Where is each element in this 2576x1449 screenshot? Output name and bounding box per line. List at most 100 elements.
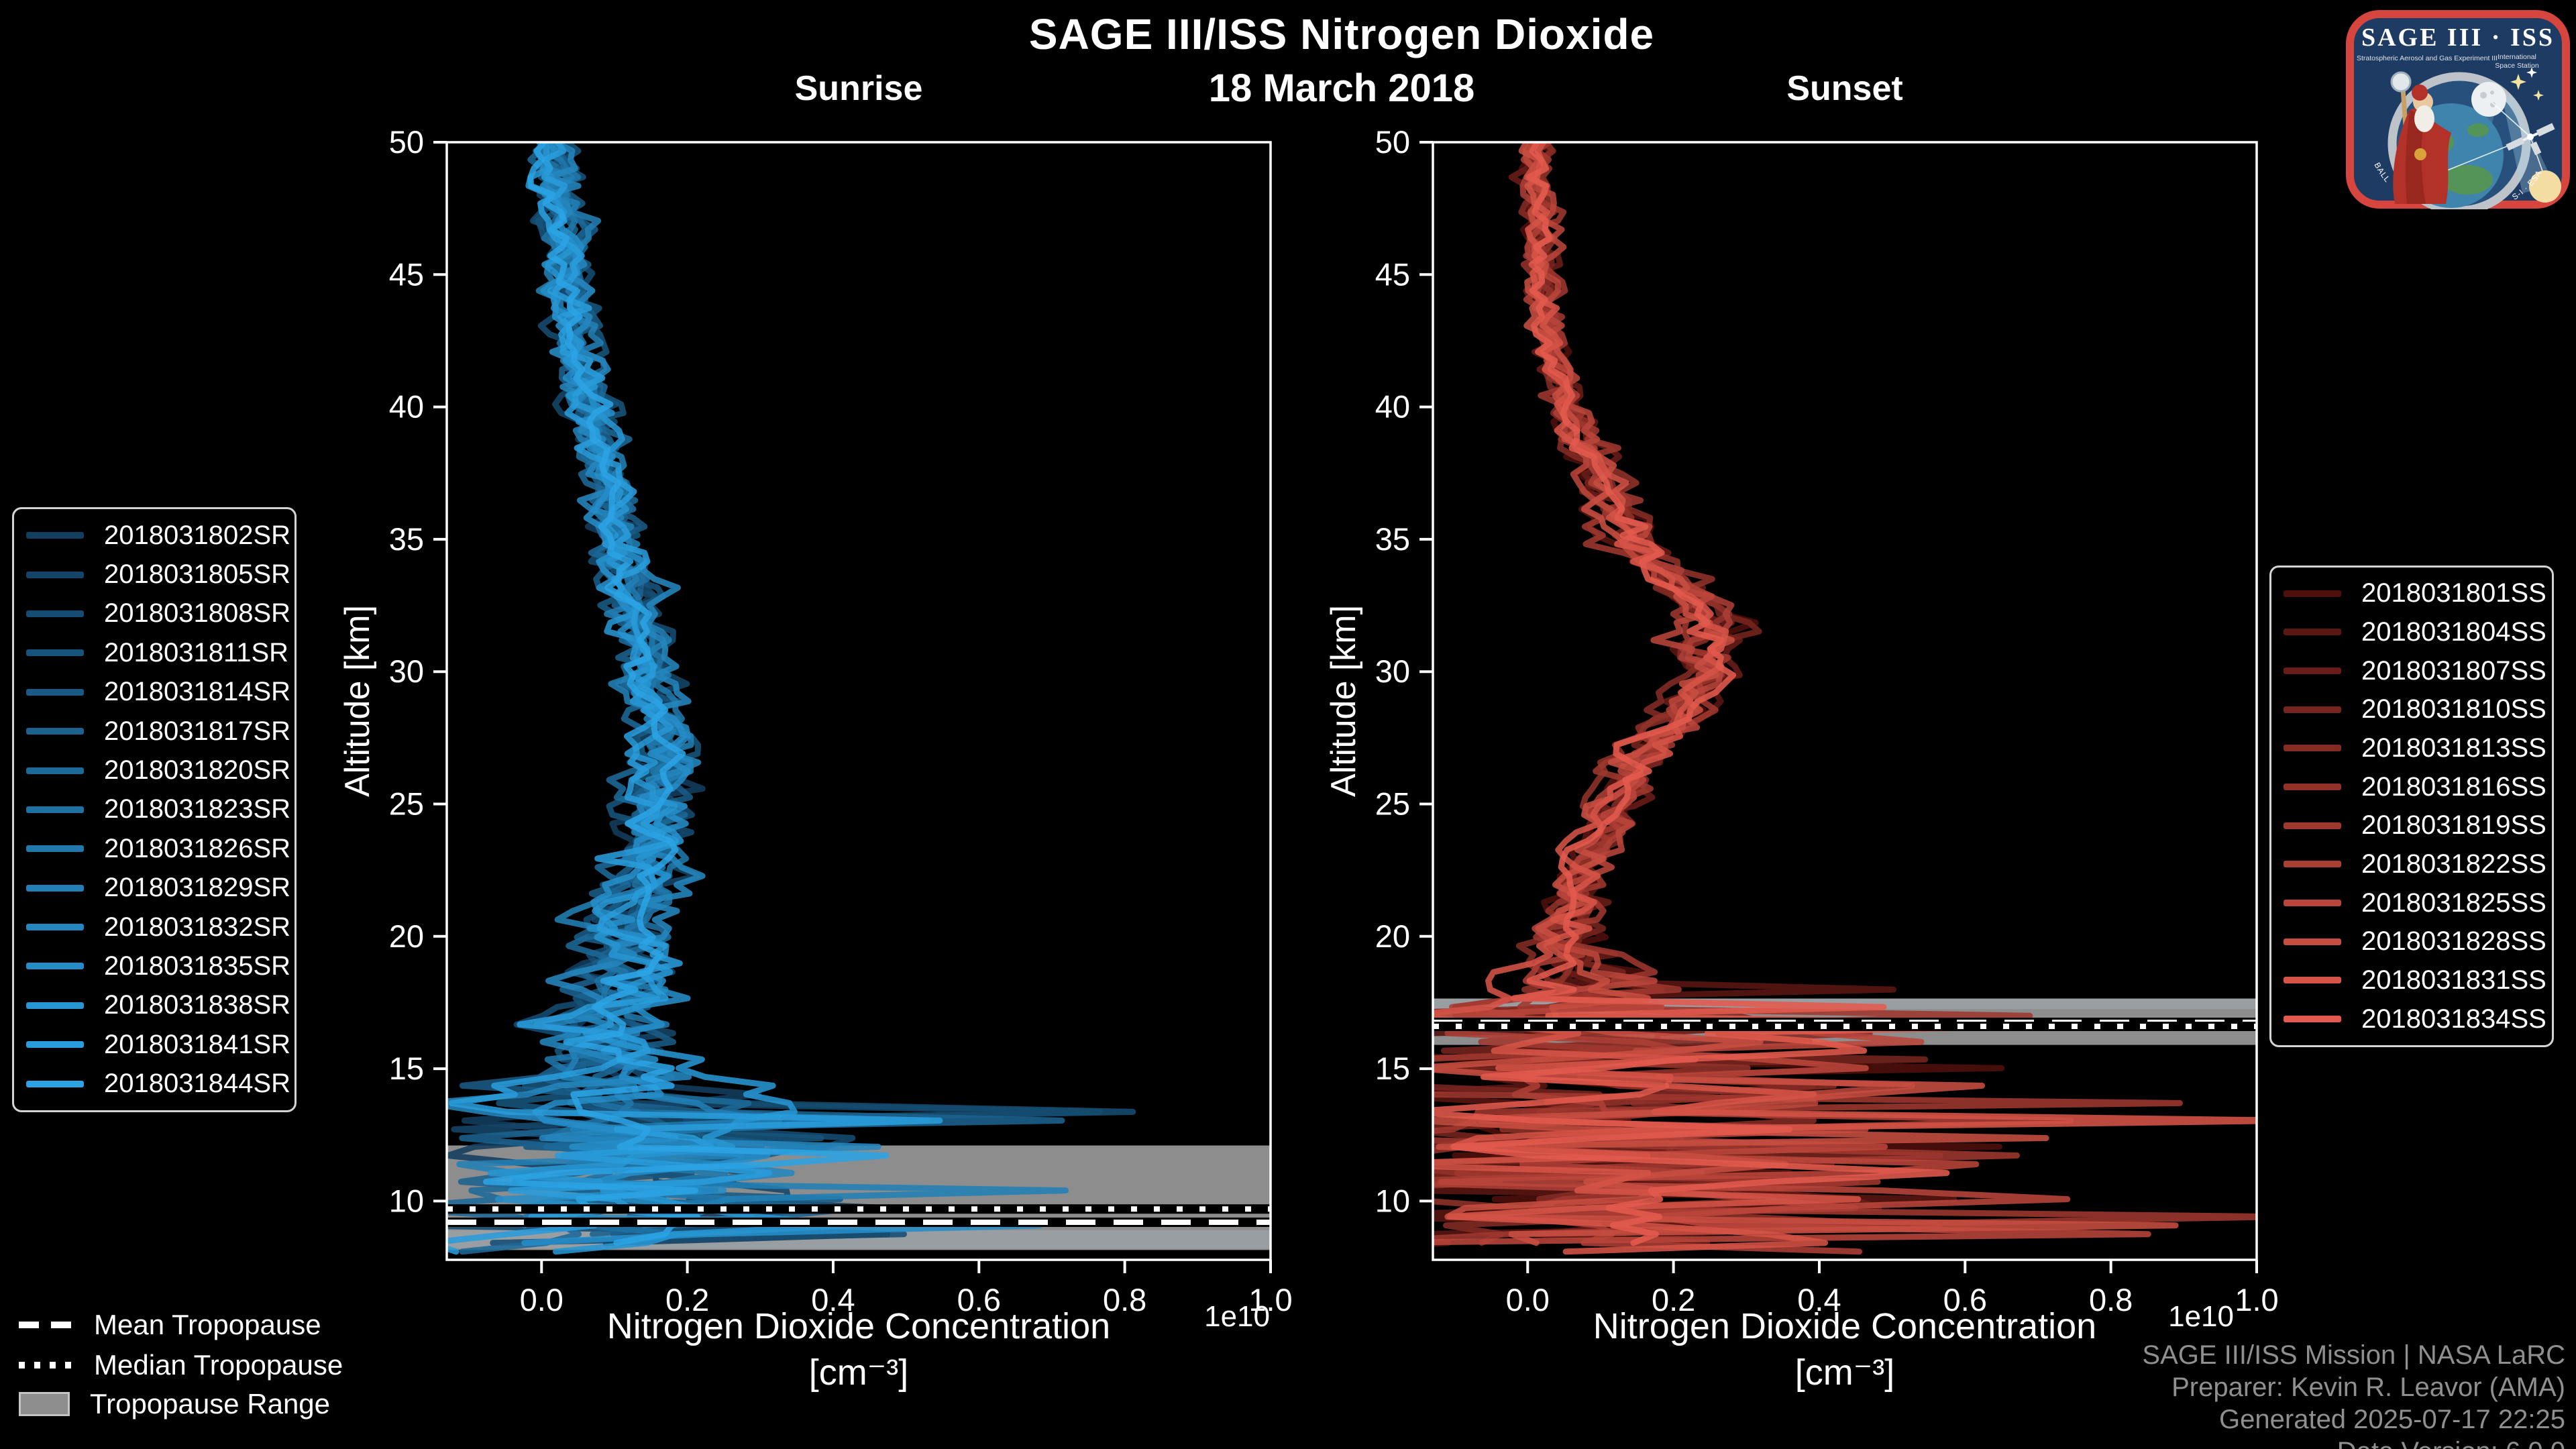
panel-sunrise: 50 45 40 35 30 25 20 15 10 0.0 0.2 0.4 0.6 0.8 1.0 — [389, 124, 1293, 1318]
wizard-beard — [2414, 105, 2434, 132]
sun — [2529, 170, 2561, 203]
patch-subtitle-right-2: Space Station — [2495, 62, 2539, 70]
x-axis-offset-left: 1e10 — [1204, 1300, 1270, 1333]
figure-title: SAGE III/ISS Nitrogen Dioxide — [1028, 10, 1655, 58]
y-tick-label: 15 — [1375, 1051, 1410, 1086]
legend-label: 2018031801SS — [2361, 578, 2546, 608]
x-tick-label: 1.0 — [1248, 1282, 1292, 1318]
legend-item-mean-tropopause: Mean Tropopause — [19, 1309, 321, 1340]
legend-label: 2018031802SR — [104, 520, 291, 550]
y-tick-label: 40 — [389, 389, 424, 425]
legend-line-swatch — [26, 963, 84, 970]
credit-generated: Generated 2025-07-17 22:25 — [2219, 1405, 2565, 1434]
y-tick-label: 20 — [389, 918, 424, 954]
moon-crater-1 — [2480, 92, 2487, 99]
x-tick-label: 0.2 — [665, 1282, 709, 1318]
legend-item: 2018031813SS — [2284, 733, 2546, 763]
legend-line-swatch — [2284, 822, 2341, 829]
x-tick-label: 0.4 — [1797, 1282, 1841, 1318]
legend-label: 2018031832SR — [104, 912, 291, 942]
legend-label: 2018031834SS — [2361, 1004, 2546, 1034]
y-tick-label: 30 — [1375, 653, 1410, 689]
x-axis-label-right: Nitrogen Dioxide Concentration — [1593, 1306, 2097, 1346]
panel-title-sunrise: Sunrise — [794, 69, 923, 108]
legend-line-swatch — [26, 728, 84, 735]
y-tick-label: 10 — [1375, 1183, 1410, 1218]
legend-label: 2018031807SS — [2361, 655, 2546, 686]
legend-item: 2018031825SS — [2284, 888, 2546, 918]
legend-sunset: 2018031801SS 2018031804SS 2018031807SS 2018… — [2269, 566, 2554, 1047]
y-tick-label: 45 — [1375, 256, 1410, 292]
legend-line-swatch — [2284, 1016, 2341, 1023]
legend-item: 2018031811SR — [26, 638, 288, 668]
legend-line-swatch — [2284, 900, 2341, 907]
profile-line-2018031844SR — [483, 142, 890, 1246]
legend-label: 2018031831SS — [2361, 965, 2546, 995]
legend-item: 2018031820SR — [26, 755, 290, 786]
tropopause-range-label: Tropopause Range — [90, 1388, 331, 1419]
legend-line-swatch — [2284, 706, 2341, 713]
x-tick-label: 0.4 — [811, 1282, 855, 1318]
credit-data-version: Data Version: 6.0.0 — [2142, 1436, 2565, 1449]
patch-subtitle-left: Stratospheric Aerosol and Gas Experiment… — [2357, 54, 2498, 62]
panel-sunset: 50 45 40 35 30 25 20 15 10 0.0 0.2 0.4 0.6 0.8 1.0 — [1375, 124, 2279, 1318]
legend-label: 2018031841SR — [104, 1029, 291, 1059]
legend-item-tropopause-range: Tropopause Range — [19, 1388, 331, 1419]
x-tick-label: 0.8 — [1103, 1282, 1146, 1318]
moon-crater-3 — [2490, 91, 2494, 95]
legend-item: 2018031807SS — [2284, 656, 2546, 686]
legend-label: 2018031810SS — [2361, 694, 2546, 724]
legend-item: 2018031835SR — [26, 951, 290, 981]
legend-label: 2018031838SR — [104, 990, 291, 1020]
y-axis-label-right: Altitude [km] — [1324, 604, 1363, 798]
staff-orb — [2390, 71, 2412, 93]
legend-line-swatch — [2284, 667, 2341, 675]
legend-label: 2018031823SR — [104, 794, 291, 824]
credits-block: SAGE III/ISS Mission | NASA LaRC Prepare… — [2142, 1339, 2565, 1449]
y-tick-label: 25 — [1375, 786, 1410, 821]
legend-sunrise: 2018031802SR 2018031805SR 2018031808SR 2018… — [12, 507, 297, 1112]
legend-label: 2018031808SR — [104, 598, 291, 629]
legend-line-swatch — [2284, 938, 2341, 945]
x-axis-units-right: [cm⁻³] — [1794, 1352, 1895, 1393]
legend-item: 2018031817SR — [26, 716, 290, 747]
legend-label: 2018031829SR — [104, 873, 291, 903]
x-axis-units-left: [cm⁻³] — [808, 1352, 909, 1393]
legend-line-swatch — [2284, 590, 2341, 597]
earth-land-3 — [2467, 123, 2489, 137]
star-3 — [2533, 90, 2544, 101]
y-tick-label: 30 — [389, 653, 424, 689]
legend-line-swatch — [26, 845, 84, 853]
legend-label: 2018031814SR — [104, 677, 291, 707]
legend-line-swatch — [26, 924, 84, 931]
moon — [2471, 82, 2506, 117]
legend-item: 2018031822SS — [2284, 849, 2546, 879]
legend-item: 2018031844SR — [26, 1069, 290, 1099]
tropopause-range-swatch — [19, 1392, 70, 1416]
profile-line-2018031831SS — [1433, 142, 2257, 1255]
legend-label: 2018031813SS — [2361, 733, 2546, 763]
legend-line-swatch — [26, 571, 84, 578]
legend-line-swatch — [26, 1002, 84, 1009]
legend-item: 2018031814SR — [26, 677, 290, 707]
legend-label: 2018031828SS — [2361, 926, 2546, 957]
median-tropopause-label: Median Tropopause — [94, 1349, 343, 1381]
profile-line-2018031817SR — [458, 142, 1065, 1238]
legend-item: 2018031838SR — [26, 990, 290, 1020]
legend-line-swatch — [2284, 861, 2341, 868]
legend-item: 2018031829SR — [26, 873, 290, 903]
profile-line-2018031834SS — [1433, 142, 2133, 1246]
legend-label: 2018031844SR — [104, 1069, 291, 1099]
star-2 — [2526, 67, 2537, 78]
x-axis-label-left: Nitrogen Dioxide Concentration — [606, 1306, 1111, 1346]
x-tick-label: 0.6 — [957, 1282, 1001, 1318]
y-tick-label: 35 — [1375, 521, 1410, 557]
x-tick-label: 0.6 — [1943, 1282, 1987, 1318]
legend-line-swatch — [26, 767, 84, 774]
legend-item: 2018031804SS — [2284, 617, 2546, 647]
plot-spines — [1432, 141, 2258, 1261]
panel-title-sunset: Sunset — [1786, 69, 1903, 108]
legend-item: 2018031841SR — [26, 1030, 290, 1060]
legend-label: 2018031835SR — [104, 951, 291, 981]
